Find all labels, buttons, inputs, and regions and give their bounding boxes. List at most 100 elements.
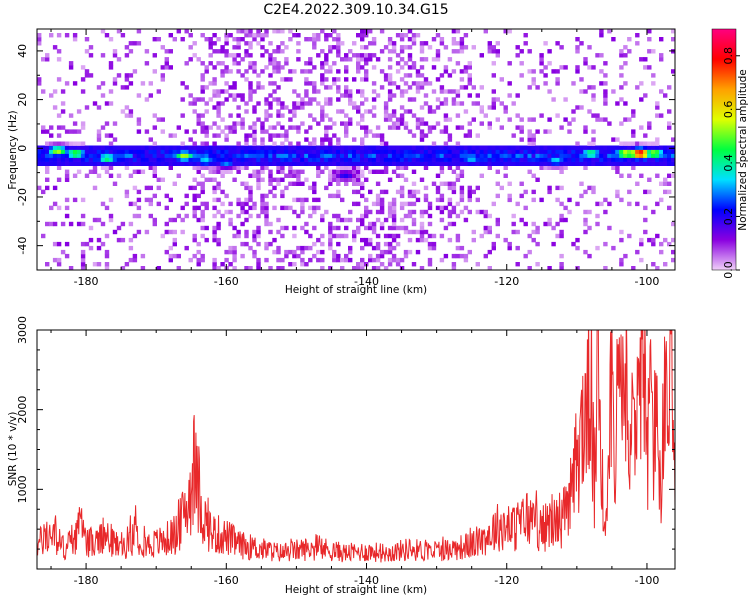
spectrogram-cell — [168, 161, 173, 166]
spectrogram-cell — [60, 157, 66, 162]
spectrogram-cell — [551, 165, 556, 170]
spectrogram-cell — [435, 77, 441, 82]
spectrogram-cell — [192, 145, 197, 150]
spectrogram-cell — [132, 201, 138, 207]
spectrogram-cell — [336, 49, 341, 54]
spectrogram-cell — [104, 133, 110, 138]
spectrogram-cell — [320, 249, 325, 255]
figure-title: C2E4.2022.309.10.34.G15 — [263, 2, 448, 18]
spectrogram-cell — [124, 149, 130, 154]
spectrogram-cell — [324, 33, 329, 38]
spectrogram-cell — [619, 121, 624, 126]
spectrogram-cell — [583, 189, 588, 195]
spectrogram-cell — [268, 181, 273, 186]
spectrogram-cell — [491, 157, 496, 162]
spectrogram-cell — [523, 189, 528, 195]
spectrogram-cell — [100, 29, 106, 34]
spectrogram-cell — [216, 237, 221, 243]
spectrogram-cell — [419, 237, 425, 243]
spectrogram-cell — [555, 69, 560, 74]
spectrogram-cell — [379, 189, 385, 195]
spectrogram-cell — [587, 45, 592, 50]
spectrogram-cell — [168, 229, 173, 235]
spectrogram-cell — [216, 37, 221, 42]
spectrogram-cell — [124, 77, 130, 82]
spectrogram-cell — [316, 121, 321, 126]
spectrogram-cell — [559, 217, 564, 223]
spectrogram-cell — [52, 185, 58, 191]
spectrogram-cell — [248, 145, 253, 150]
spectrogram-cell — [148, 145, 153, 150]
spectrogram-cell — [439, 129, 445, 134]
spectrogram-cell — [427, 149, 433, 154]
spectrogram-cell — [383, 241, 389, 247]
spectrogram-cell — [547, 266, 552, 270]
spectrogram-cell — [204, 101, 209, 106]
spectrogram-cell — [375, 209, 381, 215]
spectrogram-cell — [308, 149, 313, 154]
spectrogram-cell — [184, 245, 189, 251]
spectrogram-cell — [483, 113, 488, 118]
spectrogram-cell — [204, 65, 209, 70]
spectrogram-cell — [124, 45, 130, 50]
spectrogram-cell — [651, 49, 656, 54]
spectrogram-cell — [188, 93, 193, 98]
spectrogram-cell — [619, 197, 624, 203]
spectrogram-cell — [160, 233, 165, 239]
spectrogram-cell — [583, 221, 588, 227]
spectrogram-cell — [192, 237, 197, 243]
spectrogram-cell — [236, 161, 241, 166]
spectrogram-cell — [475, 145, 480, 150]
spectrogram-cell — [391, 149, 397, 154]
spectrogram-cell — [192, 185, 197, 191]
spectrogram-cell — [391, 197, 397, 203]
spectrogram-cell — [200, 149, 205, 154]
spectrogram-cell — [443, 153, 449, 158]
spectrogram-cell — [344, 233, 349, 239]
spectrogram-cell — [128, 153, 134, 158]
spectrogram-cell — [451, 209, 457, 215]
spectrogram-cell — [463, 217, 469, 223]
spectrogram-cell — [248, 125, 253, 130]
spectrogram-cell — [535, 149, 540, 154]
spectrogram-cell — [499, 145, 504, 150]
spectrogram-cell — [539, 165, 544, 170]
spectrogram-cell — [184, 161, 189, 166]
spectrogram-cell — [232, 249, 237, 255]
spectrogram-cell — [511, 149, 516, 154]
spectrogram-cell — [144, 149, 150, 154]
spectrogram-cell — [288, 153, 293, 158]
spectrogram-cell — [579, 161, 584, 166]
spectrogram-cell — [308, 257, 313, 263]
spectrogram-cell — [443, 113, 449, 118]
y-tick-label: -20 — [16, 188, 29, 206]
spectrogram-cell — [447, 165, 453, 170]
spectrogram-cell — [651, 81, 656, 86]
spectrogram-cell — [356, 201, 361, 207]
spectrogram-cell — [451, 29, 457, 34]
spectrogram-cell — [172, 153, 177, 158]
spectrogram-cell — [236, 61, 241, 66]
spectrogram-cell — [555, 165, 560, 170]
spectrogram-cell — [487, 266, 492, 270]
spectrogram-cell — [387, 97, 393, 102]
spectrogram-cell — [643, 157, 648, 162]
spectrogram-cell — [439, 101, 445, 106]
spectrogram-cell — [455, 153, 461, 158]
spectrogram-cell — [555, 81, 560, 86]
spectrogram-cell — [387, 201, 393, 207]
spectrogram-cell — [124, 145, 130, 150]
spectrogram-cell — [395, 153, 401, 158]
spectrogram-cell — [619, 49, 624, 54]
spectrogram-cell — [443, 69, 449, 74]
spectrogram-cell — [487, 41, 492, 46]
spectrogram-cell — [228, 165, 233, 170]
spectrogram-cell — [523, 149, 528, 154]
spectrogram-cell — [252, 33, 257, 38]
spectrogram-cell — [455, 173, 461, 178]
spectrogram-cell — [328, 145, 333, 150]
spectrogram-cell — [212, 262, 217, 267]
spectrogram-cell — [148, 161, 153, 166]
spectrogram-cell — [467, 133, 472, 138]
spectrogram-cell — [607, 153, 612, 158]
